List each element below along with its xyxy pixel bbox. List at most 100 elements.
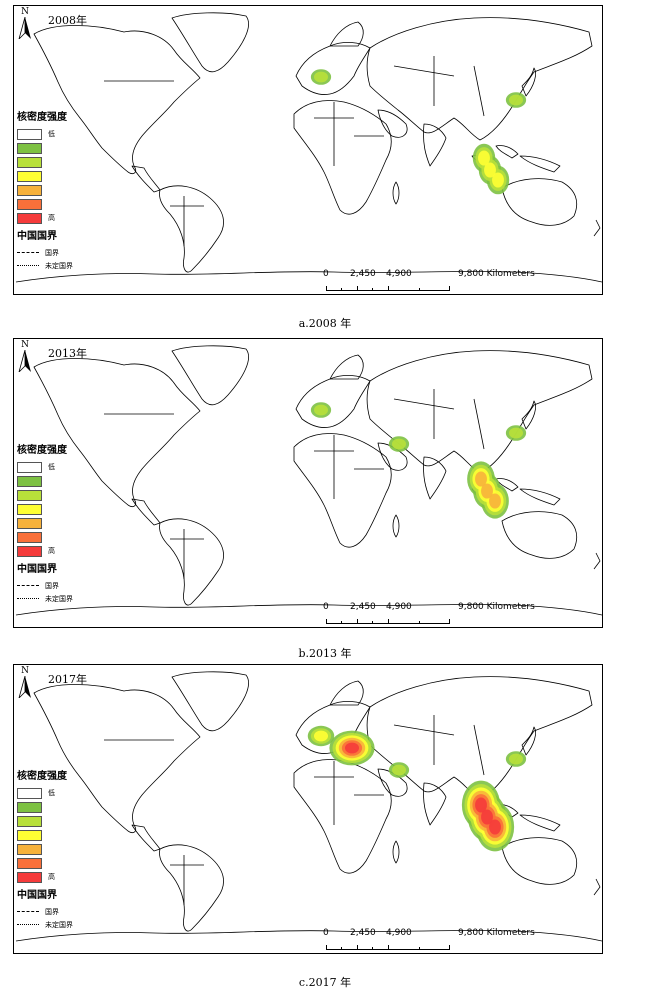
scale-label-2450: 2,450	[350, 602, 376, 612]
legend: 核密度强度 低高 中国国界 国界 未定国界	[17, 108, 73, 272]
panel-year-label: 2008年	[48, 14, 87, 27]
legend-swatch-row: 高	[17, 211, 73, 225]
boundary-national-label: 国界	[45, 581, 59, 590]
boundary-national-row: 国界	[17, 246, 73, 259]
density-hotspot-persian-gulf	[388, 762, 410, 778]
scale-bar: 0 2,450 4,900 9,800 Kilometers	[323, 269, 536, 292]
legend-swatch-row	[17, 502, 73, 516]
legend-swatch-row	[17, 856, 73, 870]
panel-year-label: 2013年	[48, 347, 87, 360]
legend-swatch	[17, 142, 42, 154]
legend: 核密度强度 低高 中国国界 国界 未定国界	[17, 441, 73, 605]
legend-swatch	[17, 871, 42, 883]
density-hotspot-western-europe	[310, 402, 332, 418]
north-arrow: N	[18, 341, 32, 375]
north-arrow-letter: N	[21, 666, 29, 676]
legend-swatch	[17, 198, 42, 210]
undetermined-boundary-line-icon	[17, 598, 39, 599]
scale-bar: 0 2,450 4,900 9,800 Kilometers	[323, 928, 536, 951]
boundary-undetermined-row: 未定国界	[17, 918, 73, 931]
legend-high-label: 高	[48, 547, 55, 555]
scale-label-0: 0	[323, 928, 329, 938]
boundary-national-label: 国界	[45, 248, 59, 257]
legend-swatch-row: 低	[17, 786, 73, 800]
world-map	[15, 12, 602, 283]
legend-swatch-row	[17, 828, 73, 842]
national-boundary-line-icon	[17, 911, 39, 912]
legend-swatch-row: 高	[17, 544, 73, 558]
north-arrow-icon	[18, 16, 31, 41]
boundary-national-label: 国界	[45, 907, 59, 916]
legend-swatch-row	[17, 530, 73, 544]
scale-bar: 0 2,450 4,900 9,800 Kilometers	[323, 602, 536, 625]
boundary-legend-title: 中国国界	[17, 890, 57, 901]
scale-bar-line	[326, 283, 450, 291]
legend-low-label: 低	[48, 130, 55, 138]
undetermined-boundary-line-icon	[17, 924, 39, 925]
world-map	[15, 345, 602, 616]
world-map	[15, 671, 602, 942]
scale-label-4900: 4,900	[386, 602, 412, 612]
legend-swatch	[17, 475, 42, 487]
boundary-national-row: 国界	[17, 905, 73, 918]
legend-swatch	[17, 545, 42, 557]
legend-swatch-row	[17, 516, 73, 530]
legend-swatches: 低高	[17, 460, 73, 558]
density-hotspot-southeast-asia	[461, 780, 515, 852]
density-hotspot-persian-gulf	[388, 436, 410, 452]
scale-label-0: 0	[323, 602, 329, 612]
north-arrow-icon	[18, 349, 31, 374]
legend-swatch	[17, 461, 42, 473]
boundary-national-row: 国界	[17, 579, 73, 592]
boundary-undetermined-label: 未定国界	[45, 594, 73, 603]
legend-swatch-row	[17, 197, 73, 211]
legend-swatch-row	[17, 155, 73, 169]
legend-swatch-row	[17, 141, 73, 155]
legend-swatch-row	[17, 488, 73, 502]
legend-swatch-row	[17, 183, 73, 197]
legend-low-label: 低	[48, 789, 55, 797]
legend-swatch	[17, 829, 42, 841]
density-hotspot-korea-japan	[505, 92, 527, 108]
scale-label-9800: 9,800 Kilometers	[458, 269, 535, 279]
scale-label-4900: 4,900	[386, 928, 412, 938]
north-arrow: N	[18, 667, 32, 701]
legend-swatch-row: 低	[17, 460, 73, 474]
legend-swatches: 低高	[17, 127, 73, 225]
boundary-undetermined-label: 未定国界	[45, 261, 73, 270]
legend-swatch	[17, 489, 42, 501]
undetermined-boundary-line-icon	[17, 265, 39, 266]
density-hotspot-korea-japan	[505, 425, 527, 441]
legend-title: 核密度强度	[17, 771, 67, 782]
north-arrow-letter: N	[21, 7, 29, 17]
legend-swatch	[17, 156, 42, 168]
legend-swatch-row	[17, 474, 73, 488]
map-panel: 2013年 N 核密度强度 低高 中国国界 国界 未定国界 0	[13, 338, 603, 628]
legend-swatch-row: 低	[17, 127, 73, 141]
legend-high-label: 高	[48, 214, 55, 222]
legend-swatch	[17, 843, 42, 855]
panel-caption: a.2008 年	[298, 317, 352, 330]
legend-swatch	[17, 857, 42, 869]
boundary-legend-title: 中国国界	[17, 564, 57, 575]
legend-swatch-row	[17, 800, 73, 814]
scale-label-2450: 2,450	[350, 269, 376, 279]
legend-high-label: 高	[48, 873, 55, 881]
density-hotspot-western-europe	[307, 725, 335, 747]
density-hotspot-korea-japan	[505, 751, 527, 767]
north-arrow-letter: N	[21, 340, 29, 350]
legend-swatch-row	[17, 169, 73, 183]
panel-caption: c.2017 年	[298, 976, 352, 989]
scale-label-4900: 4,900	[386, 269, 412, 279]
legend-title: 核密度强度	[17, 112, 67, 123]
scale-label-9800: 9,800 Kilometers	[458, 602, 535, 612]
legend-swatches: 低高	[17, 786, 73, 884]
legend-swatch-row: 高	[17, 870, 73, 884]
panel-caption: b.2013 年	[298, 647, 352, 660]
boundary-legend-title: 中国国界	[17, 231, 57, 242]
legend-swatch	[17, 128, 42, 140]
legend-swatch-row	[17, 814, 73, 828]
density-hotspot-malaysia-indonesia	[472, 143, 510, 195]
boundary-undetermined-row: 未定国界	[17, 259, 73, 272]
legend-swatch	[17, 503, 42, 515]
